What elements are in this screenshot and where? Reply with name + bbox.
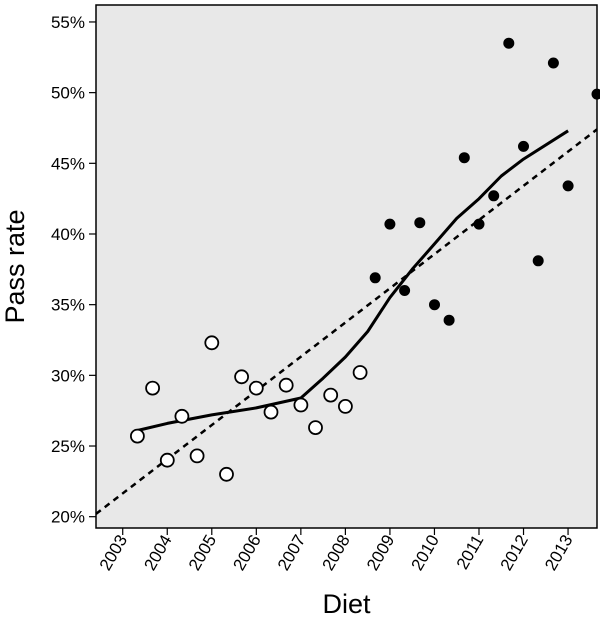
open-circle-point [323,387,339,403]
x-tick-label: 2012 [497,532,532,574]
x-tick-label: 2003 [96,532,131,574]
filled-circle-point [443,314,455,326]
open-circle-point [145,380,161,396]
open-circle-point [337,398,353,414]
filled-circle-point [384,218,396,230]
x-tick-label: 2008 [318,532,353,574]
open-circle-point [159,452,175,468]
y-tick-label: 50% [51,84,85,103]
y-tick-label: 20% [51,508,85,527]
open-circle-point [174,408,190,424]
filled-circle-point [399,285,411,296]
plot-area [95,4,598,529]
open-circle-point [352,365,368,380]
filled-circle-point [518,140,529,152]
filled-circle-point [369,272,381,284]
filled-circle-point [473,218,485,230]
y-tick-label: 45% [51,154,85,173]
y-tick-label: 40% [51,225,85,244]
y-tick-label: 35% [51,296,85,315]
open-circle-point [278,377,294,393]
open-circle-point [129,428,145,444]
y-tick-label: 30% [51,366,85,385]
x-tick-label: 2004 [140,532,175,574]
filled-circle-point [488,190,500,202]
open-circle-point [248,380,264,396]
filled-circle-point [547,57,559,69]
filled-circle-point [414,217,426,229]
x-tick-label: 2011 [453,532,488,573]
axes [89,21,569,535]
loess-fit-line [137,129,569,432]
x-tick-label: 2009 [363,532,398,574]
open-circle-point [263,404,279,420]
fit-lines [95,128,598,515]
open-circle-point [293,397,309,413]
y-axis-title: Pass rate [0,209,30,323]
x-tick-label: 2007 [274,532,309,574]
filled-circle-point [503,37,515,49]
filled-circle-point [429,299,440,311]
open-circle-point [308,420,323,436]
open-circle-point [189,448,205,464]
filled-circle-point [458,152,470,164]
filled-circle-point [532,255,544,267]
y-tick-label: 25% [51,437,85,456]
filled-circle-point [562,180,574,192]
x-tick-label: 2013 [541,532,576,574]
x-tick-label: 2010 [408,532,443,574]
x-tick-label: 2005 [185,532,220,574]
x-tick-label: 2006 [229,532,264,574]
data-points [129,37,600,482]
open-circle-point [219,466,234,482]
x-axis-title: Diet [322,589,371,619]
open-circle-point [234,369,250,385]
filled-circle-point [591,88,600,100]
y-tick-label: 55% [51,13,85,32]
open-circle-point [204,335,220,351]
